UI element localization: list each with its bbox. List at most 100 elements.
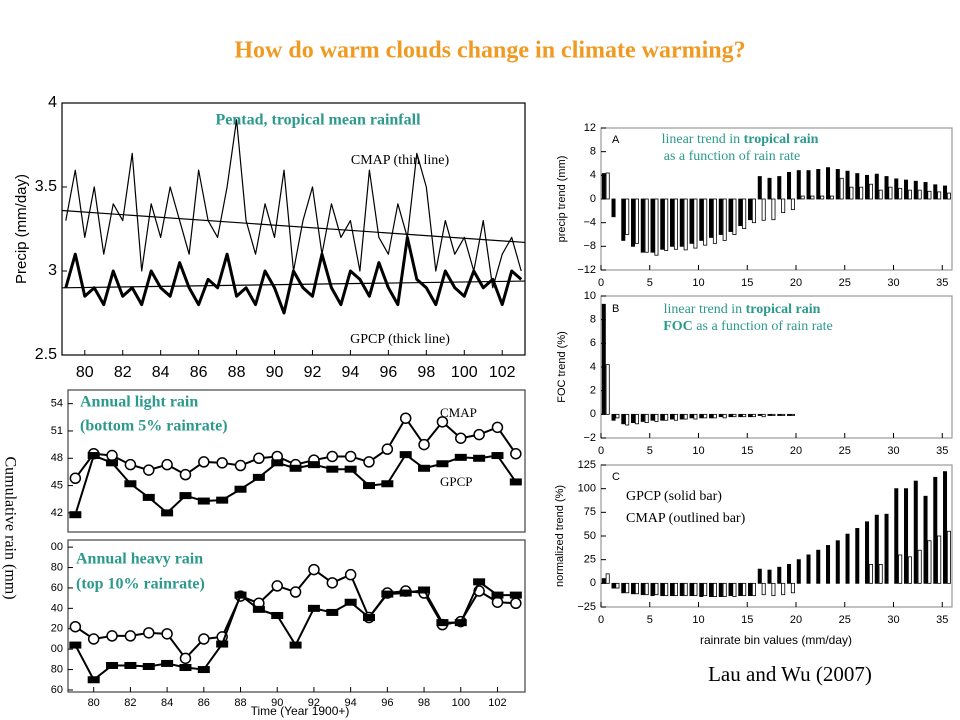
bar [874, 514, 879, 584]
marker [197, 666, 210, 674]
y-tick-label: 0 [590, 408, 596, 420]
marker [289, 464, 302, 472]
x-tick-label: 5 [647, 614, 653, 626]
x-axis-label: rainrate bin values (mm/day) [700, 633, 852, 647]
y-axis-label: normalized trend (%) [554, 485, 566, 587]
bar [790, 582, 795, 594]
marker [381, 443, 394, 455]
marker [198, 633, 210, 645]
x-tick-label: 84 [152, 364, 170, 381]
y-tick-label: 8 [590, 314, 596, 326]
bar [923, 495, 928, 584]
marker [179, 664, 192, 672]
bar [670, 198, 675, 247]
bar [689, 198, 694, 244]
x-tick-label: 25 [839, 445, 851, 457]
marker [106, 459, 119, 467]
marker [69, 620, 82, 633]
marker [473, 454, 486, 462]
x-tick-label: 86 [190, 364, 208, 381]
bar [718, 198, 723, 235]
bar [664, 413, 669, 421]
x-tick-label: 10 [692, 277, 704, 289]
bar [865, 521, 870, 584]
x-tick-label: 20 [790, 614, 802, 626]
annotation-part: as a function of rain rate [664, 149, 800, 164]
bar [946, 530, 951, 584]
marker [143, 464, 155, 476]
x-tick-label: 92 [308, 697, 320, 709]
bar [790, 198, 795, 211]
bar [640, 413, 645, 422]
annotation: linear trend in tropical rain [664, 302, 821, 317]
bar [689, 582, 694, 597]
marker [399, 412, 412, 424]
annotation-part: FOC [663, 319, 693, 334]
x-tick-label: 90 [266, 364, 284, 381]
marker [271, 611, 284, 619]
bar [709, 582, 714, 597]
x-tick-label: 86 [198, 697, 210, 709]
bar [689, 413, 694, 419]
bar [742, 413, 747, 418]
y-tick-label: 0 [590, 193, 596, 205]
x-tick-label: 30 [887, 614, 899, 626]
bar [855, 173, 860, 200]
marker [509, 478, 522, 486]
marker [271, 580, 283, 592]
bar [771, 413, 776, 416]
bar [771, 198, 776, 221]
bar [884, 176, 889, 200]
marker [161, 458, 173, 471]
bar [845, 533, 850, 584]
y-axis-label: Precip (mm/day) [13, 174, 30, 284]
y-tick-label: 20 [51, 623, 63, 635]
panel-title: Annual heavy rain [76, 551, 203, 568]
x-tick-label: 96 [381, 697, 393, 709]
x-tick-label: 94 [342, 364, 360, 381]
marker [362, 482, 375, 490]
marker [307, 461, 320, 469]
marker [399, 451, 412, 459]
panel-letter: B [612, 303, 619, 315]
bar [777, 176, 782, 200]
bar [927, 190, 932, 200]
x-tick-label: 98 [417, 364, 435, 381]
x-tick-label: 94 [345, 697, 357, 709]
bar [859, 186, 864, 200]
marker [87, 633, 100, 645]
marker [124, 661, 137, 669]
bar [787, 564, 792, 584]
y-tick-label: 2.5 [35, 346, 57, 363]
bar [683, 582, 688, 597]
bar [654, 413, 659, 422]
panel-letter: C [612, 471, 620, 483]
bar [777, 566, 782, 584]
x-tick-label: 88 [228, 364, 246, 381]
bar [751, 413, 756, 418]
bar [835, 169, 840, 200]
marker [234, 459, 247, 472]
bar [605, 573, 610, 584]
plot-frame [67, 539, 526, 693]
bar [777, 413, 782, 416]
marker [510, 597, 522, 609]
y-tick-label: 60 [51, 684, 63, 696]
y-tick-label: 80 [51, 663, 63, 675]
marker [142, 493, 155, 501]
marker [454, 453, 467, 461]
marker [289, 586, 302, 598]
bar [913, 480, 918, 584]
bar [650, 198, 655, 253]
bar [868, 183, 873, 200]
bar [621, 198, 626, 241]
y-axis-label: Cumulative rain (mm) [1, 456, 18, 599]
marker [344, 465, 357, 473]
marker [216, 496, 229, 504]
marker [124, 480, 137, 488]
y-tick-label: 0 [590, 577, 596, 589]
bar [660, 413, 665, 421]
bar [660, 198, 665, 250]
marker [418, 586, 431, 594]
